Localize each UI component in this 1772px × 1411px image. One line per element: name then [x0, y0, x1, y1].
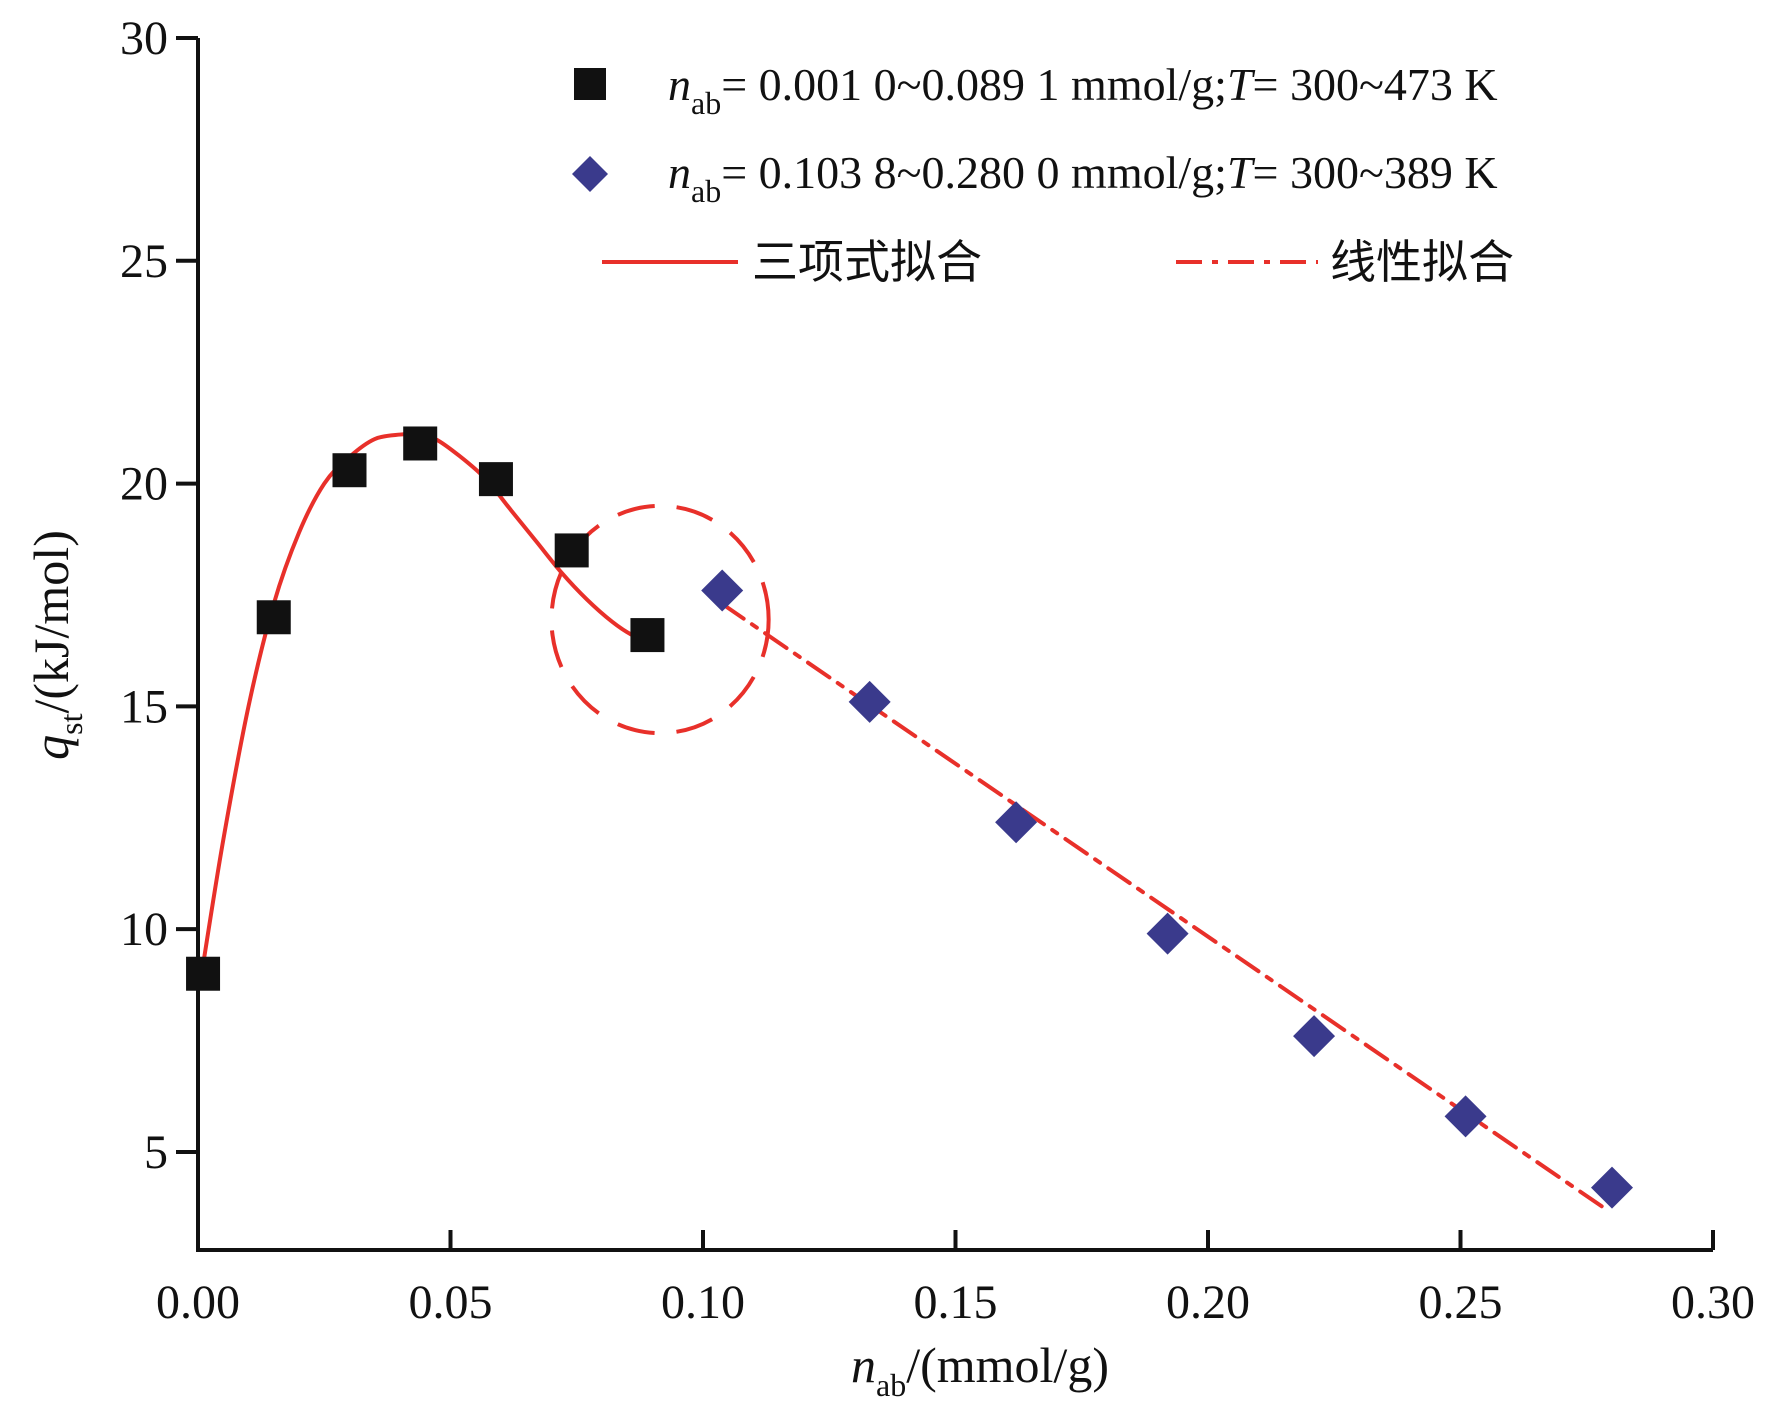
y-tick-label: 20 [120, 458, 168, 511]
square-data-point [478, 462, 513, 497]
x-axis-ticks: 0.00 0.05 0.10 0.15 0.20 0.25 0.30 [156, 1230, 1755, 1329]
square-data-point [256, 600, 291, 635]
data-markers [186, 426, 1633, 1209]
y-axis-title: qst/(kJ/mol) [23, 530, 89, 760]
diamond-data-point [1591, 1166, 1633, 1209]
diamond-data-point [995, 801, 1038, 844]
x-tick-label: 0.25 [1419, 1276, 1503, 1329]
x-axis-title: nab/(mmol/g) [851, 1337, 1109, 1403]
legend-entry-4: 线性拟合 [1330, 235, 1514, 289]
annotations [549, 503, 771, 736]
square-data-point [630, 618, 665, 653]
square-data-point [186, 956, 221, 991]
y-tick-label: 5 [144, 1126, 168, 1179]
fit-lines [201, 432, 1609, 1212]
diamond-data-point [1444, 1095, 1487, 1138]
y-tick-label: 30 [120, 12, 168, 65]
diamond-data-point [701, 569, 744, 612]
x-tick-label: 0.20 [1166, 1276, 1250, 1329]
dashed-circle-annotation [549, 503, 771, 736]
x-tick-label: 0.15 [914, 1276, 998, 1329]
y-axis-ticks: 5 10 15 20 25 30 [120, 12, 198, 1179]
legend-marker-diamond [572, 156, 608, 192]
legend-entry-3: 三项式拟合 [752, 235, 982, 289]
diamond-data-point [1293, 1015, 1336, 1058]
legend: nab= 0.001 0~0.089 1 mmol/g;T= 300~473 K… [572, 59, 1514, 289]
y-tick-label: 15 [120, 680, 168, 733]
legend-marker-square [574, 68, 606, 100]
legend-entry-1: nab= 0.001 0~0.089 1 mmol/g;T= 300~473 K [668, 59, 1498, 121]
legend-entry-2: nab= 0.103 8~0.280 0 mmol/g;T= 300~389 K [668, 147, 1498, 209]
diamond-data-point [848, 680, 891, 723]
x-tick-label: 0.05 [409, 1276, 493, 1329]
diamond-data-point [1146, 912, 1189, 955]
square-data-point [554, 533, 589, 568]
y-tick-label: 25 [120, 235, 168, 288]
square-data-point [403, 426, 438, 461]
x-tick-label: 0.30 [1671, 1276, 1755, 1329]
x-tick-label: 0.00 [156, 1276, 240, 1329]
x-tick-label: 0.10 [661, 1276, 745, 1329]
square-data-point [332, 453, 367, 488]
y-tick-label: 10 [120, 903, 168, 956]
axes [196, 38, 1713, 1252]
